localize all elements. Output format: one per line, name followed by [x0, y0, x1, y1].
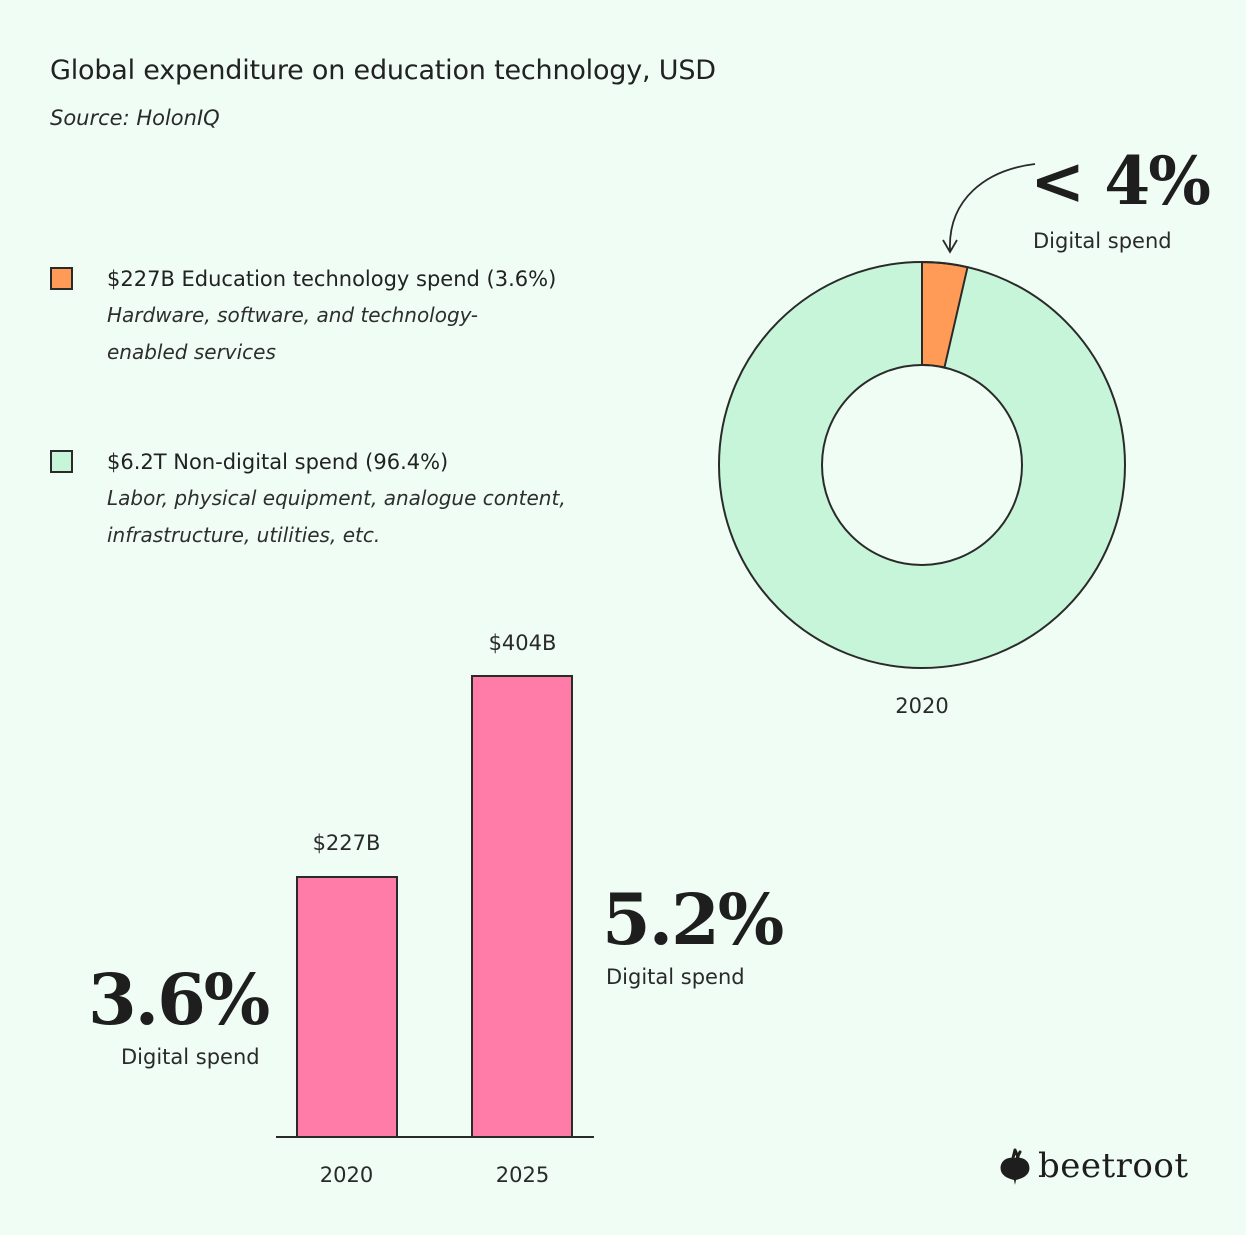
source-note: Source: HolonIQ: [50, 106, 220, 130]
legend-description: Hardware, software, and technology-: [107, 303, 479, 327]
donut-slice-non-digital: [718, 262, 1125, 668]
legend-description: infrastructure, utilities, etc.: [107, 523, 381, 547]
x-tick-label: 2025: [495, 1163, 550, 1187]
bar-callout-2025-label: Digital spend: [606, 965, 745, 989]
legend-description: enabled services: [107, 340, 276, 364]
legend-heading: $227B Education technology spend (3.6%): [107, 267, 557, 291]
x-axis-line: [276, 1136, 594, 1138]
legend-heading: $6.2T Non-digital spend (96.4%): [107, 450, 449, 474]
bar-2025: [471, 675, 573, 1138]
bar-callout-2020-value: 3.6%: [88, 958, 270, 1041]
callout-arrow-icon: [949, 163, 1036, 251]
brand-logo: beetroot: [998, 1146, 1189, 1186]
bar-2020: [296, 876, 398, 1138]
beetroot-icon: [1000, 1148, 1030, 1185]
donut-callout-label: Digital spend: [1033, 229, 1172, 253]
legend-swatch-edtech: [50, 267, 73, 290]
x-tick-label: 2020: [319, 1163, 374, 1187]
brand-name: beetroot: [1038, 1146, 1189, 1186]
donut-year-label: 2020: [895, 694, 949, 718]
legend-description: Labor, physical equipment, analogue cont…: [107, 486, 566, 510]
page-title: Global expenditure on education technolo…: [50, 55, 716, 86]
legend-swatch-non-digital: [50, 450, 73, 473]
donut-chart: [718, 163, 1126, 669]
donut-callout-value: < 4%: [1030, 142, 1211, 220]
bar-callout-2020-label: Digital spend: [121, 1045, 260, 1069]
bar-value-label: $404B: [488, 631, 557, 655]
bar-callout-2025-value: 5.2%: [602, 878, 784, 961]
bar-value-label: $227B: [312, 831, 381, 855]
